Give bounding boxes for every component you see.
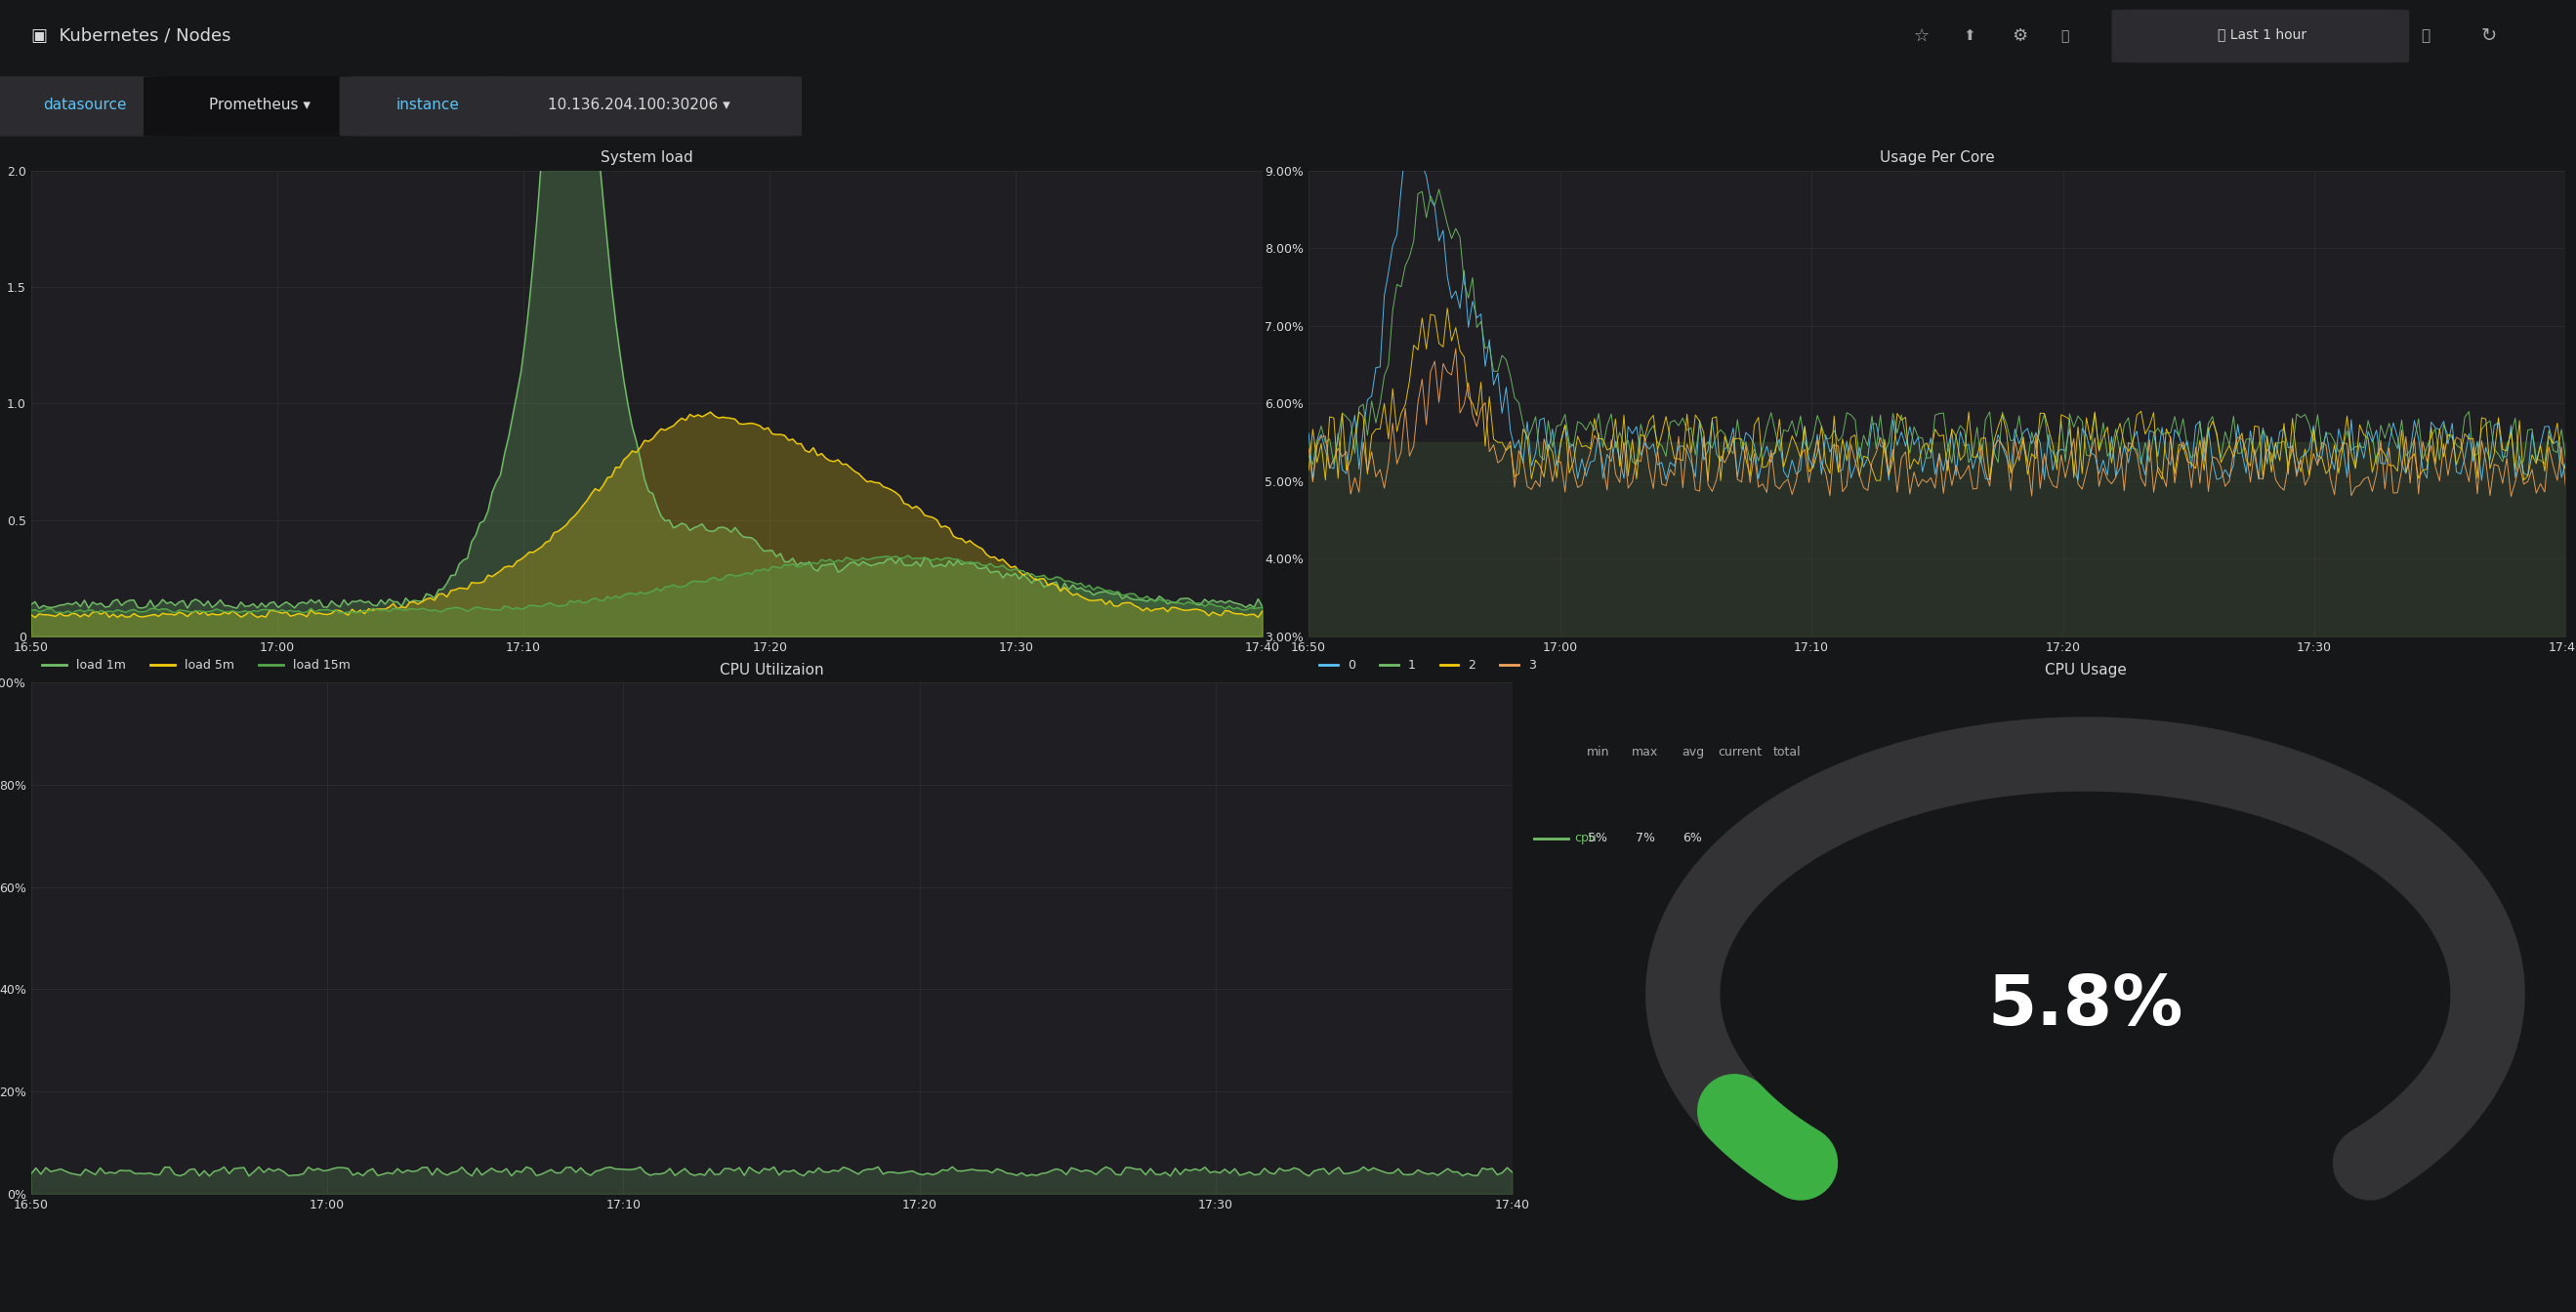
Text: ↻: ↻ <box>2481 26 2496 46</box>
Legend: load 1m, load 5m, load 15m: load 1m, load 5m, load 15m <box>36 655 355 677</box>
FancyBboxPatch shape <box>0 77 185 135</box>
Text: 10.136.204.100:30206 ▾: 10.136.204.100:30206 ▾ <box>549 97 729 113</box>
Text: cpu: cpu <box>1574 832 1597 845</box>
Title: CPU Utilizaion: CPU Utilizaion <box>719 663 824 677</box>
Text: ⬛: ⬛ <box>2061 29 2069 43</box>
Text: Prometheus ▾: Prometheus ▾ <box>209 97 312 113</box>
Text: datasource: datasource <box>44 97 126 113</box>
Text: instance: instance <box>397 97 459 113</box>
Text: 155%: 155% <box>1770 832 1806 845</box>
Text: max: max <box>1633 747 1659 758</box>
FancyBboxPatch shape <box>144 77 376 135</box>
Text: 6%: 6% <box>1682 832 1703 845</box>
Title: System load: System load <box>600 151 693 165</box>
Text: avg: avg <box>1682 747 1703 758</box>
Text: ☆: ☆ <box>1914 28 1929 45</box>
FancyBboxPatch shape <box>479 77 801 135</box>
Text: current: current <box>1718 747 1762 758</box>
Text: 7%: 7% <box>1731 832 1749 845</box>
Title: CPU Usage: CPU Usage <box>2045 663 2125 677</box>
Text: 7%: 7% <box>1636 832 1654 845</box>
Text: 5.8%: 5.8% <box>1989 972 2182 1039</box>
Title: Usage Per Core: Usage Per Core <box>1880 151 1994 165</box>
FancyBboxPatch shape <box>2112 10 2409 62</box>
FancyBboxPatch shape <box>340 77 515 135</box>
Text: ⏱ Last 1 hour: ⏱ Last 1 hour <box>2218 28 2306 42</box>
Text: 🔍: 🔍 <box>2421 29 2429 43</box>
Text: total: total <box>1772 747 1801 758</box>
Text: ▣  Kubernetes / Nodes: ▣ Kubernetes / Nodes <box>31 28 232 45</box>
Text: ⚙: ⚙ <box>2012 28 2027 45</box>
Text: 5%: 5% <box>1589 832 1607 845</box>
Text: ⬆: ⬆ <box>1963 29 1976 43</box>
Text: min: min <box>1587 747 1610 758</box>
Legend: 0, 1, 2, 3: 0, 1, 2, 3 <box>1314 655 1540 677</box>
